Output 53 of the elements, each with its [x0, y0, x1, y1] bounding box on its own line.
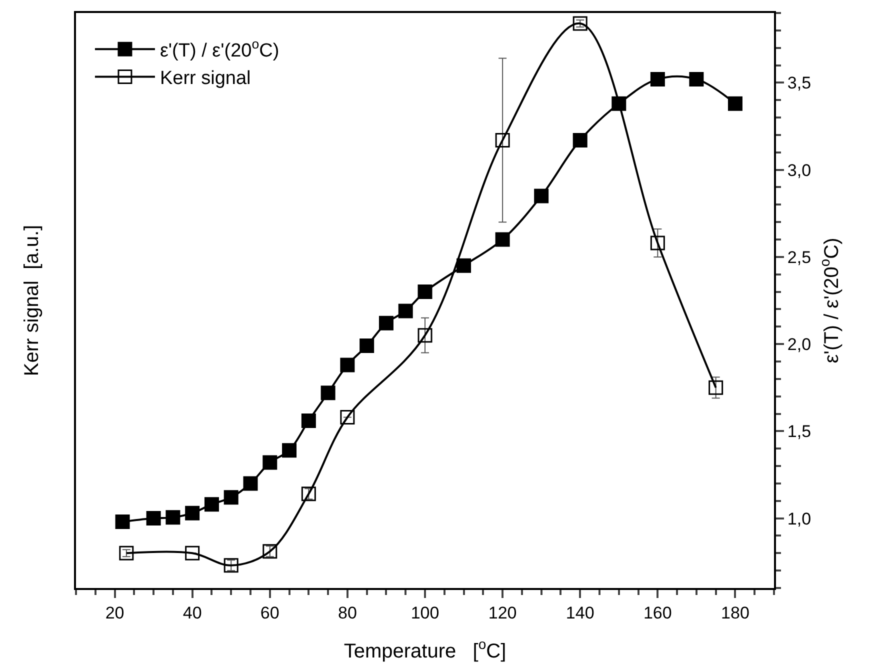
- point: [262, 544, 278, 559]
- point: [282, 443, 297, 458]
- point: [650, 72, 665, 86]
- point: [301, 486, 316, 502]
- point: [204, 497, 219, 512]
- x-tick-label: 20: [105, 603, 124, 622]
- y2-tick-label: 2,0: [787, 335, 812, 354]
- point: [224, 490, 238, 505]
- x-tick-label: 180: [721, 603, 750, 622]
- point: [456, 258, 472, 273]
- x-tick-label: 100: [410, 603, 440, 622]
- point: [146, 511, 161, 526]
- point: [262, 455, 278, 470]
- x-tick-label: 60: [260, 603, 280, 622]
- point: [495, 132, 510, 148]
- point: [224, 558, 238, 573]
- x-tick-label: 160: [643, 603, 672, 622]
- point: [572, 132, 588, 148]
- point: [418, 284, 432, 300]
- point: [650, 236, 665, 250]
- point: [728, 96, 742, 111]
- y2-tick-label: 3,5: [787, 74, 812, 93]
- point: [185, 546, 200, 560]
- legend-label: ε'(T) / ε'(20$^{o}$C): [160, 36, 280, 62]
- point: [320, 386, 336, 400]
- point: [340, 358, 355, 372]
- point: [115, 514, 130, 530]
- y-axis-title: Kerr signal [a.u.]: [21, 224, 43, 376]
- x-tick-label: 120: [488, 603, 517, 622]
- point: [534, 188, 549, 204]
- point: [418, 328, 432, 343]
- point: [119, 546, 134, 560]
- point: [708, 380, 724, 395]
- x-tick-label: 140: [566, 603, 594, 622]
- point: [301, 413, 316, 428]
- y2-tick-label: 1,5: [787, 422, 812, 442]
- y2-tick-label: 1,0: [787, 509, 812, 528]
- point: [495, 232, 510, 247]
- point: [166, 510, 180, 525]
- point: [398, 304, 413, 318]
- y2-tick-label: 3,0: [787, 160, 812, 180]
- point: [243, 476, 258, 491]
- point: [185, 506, 200, 520]
- point: [572, 16, 588, 31]
- x-tick-label: 80: [338, 603, 357, 622]
- point: [689, 72, 704, 86]
- y2-tick-label: 2,5: [787, 248, 812, 267]
- x-tick-label: 40: [182, 603, 202, 622]
- x-axis-title: Temperature [$^{o}$C]: [344, 636, 506, 662]
- legend-label: Kerr signal: [160, 68, 251, 90]
- point: [340, 410, 355, 424]
- point: [360, 338, 374, 354]
- point: [378, 316, 394, 330]
